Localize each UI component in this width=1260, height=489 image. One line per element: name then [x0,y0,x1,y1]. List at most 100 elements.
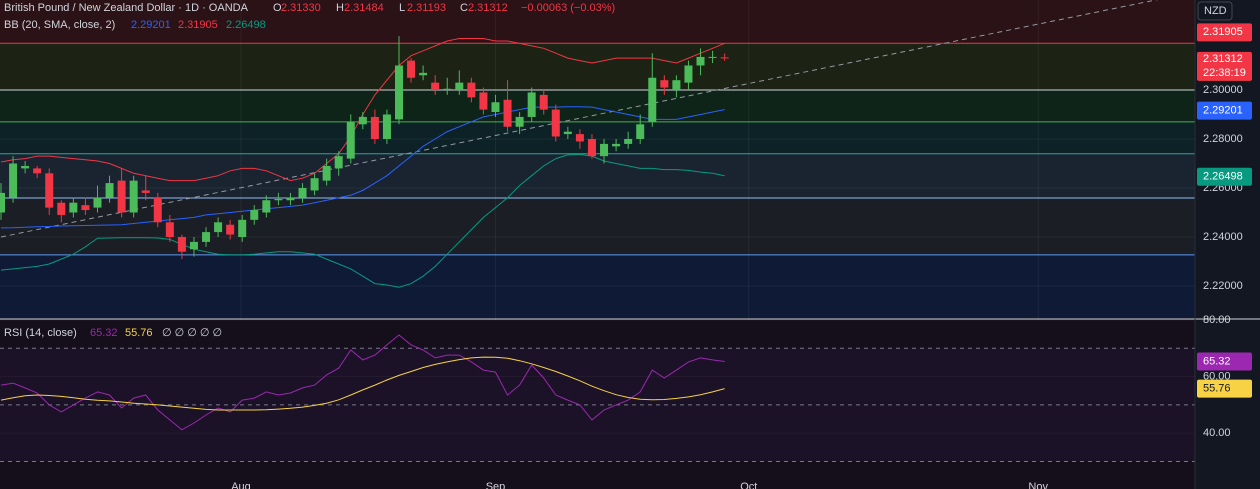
candle-body [298,187,307,198]
rsi-value-label-box [1197,379,1252,398]
candle-body [346,121,355,159]
candle-body [358,116,367,125]
candle-body [600,143,609,157]
middle-band-label-box [1197,101,1252,120]
y-tick-label: 2.28000 [1203,133,1243,145]
rsi-title: RSI (14, close) [4,327,77,339]
ohlc-value: 2.31330 [281,2,321,14]
candle-body [286,197,295,201]
candle-body [81,205,90,211]
candle-body [708,56,717,58]
candle-body [21,165,30,169]
zone [0,254,1195,318]
zone [0,198,1195,255]
candle-body [443,88,452,90]
candle-body [419,72,428,76]
candle-body [515,116,524,127]
candle-body [250,210,259,220]
zone [0,89,1195,122]
zone [0,121,1195,154]
rsi-value-label-box [1197,352,1252,371]
upper-band-label-box [1197,23,1252,42]
currency: NZD [1204,5,1227,17]
y-tick-label: 2.22000 [1203,280,1243,292]
candle-body [189,241,198,250]
rsi-line [0,334,725,431]
y-tick-label: 2.24000 [1203,231,1243,243]
candle-body [202,232,211,242]
zone [0,43,1195,90]
candle-body [672,80,681,90]
ohlc-key: H [336,2,344,14]
candle-body [636,124,645,139]
candle-body [407,60,416,78]
rsi-extra: ∅ ∅ ∅ ∅ ∅ [162,327,222,339]
candle-body [310,178,319,191]
candle-body [153,197,162,223]
lower-band-label-box [1197,167,1252,186]
candle-body [238,219,247,237]
candle-body [9,163,18,198]
zone [0,153,1195,199]
candle-body [57,202,66,215]
candle-body [274,199,283,201]
ohlc-value: 2.31312 [468,2,508,14]
candle-body [684,65,693,83]
x-tick-label: Sep [486,481,506,489]
rsi-line [0,356,725,411]
y-tick-label: 2.30000 [1203,84,1243,96]
symbol-title: British Pound / New Zealand Dollar · 1D … [4,2,249,14]
rsi-value: 55.76 [125,327,153,339]
ohlc-value: 2.31484 [344,2,384,14]
candle-body [648,77,657,122]
candle-body [612,143,621,147]
zone [0,0,1195,44]
candle-body [660,80,669,88]
candle-body [479,92,488,110]
candle-body [563,131,572,135]
last-price-box [1197,51,1252,81]
candle-body [539,94,548,110]
rsi-tick-label: 80.00 [1203,314,1231,326]
currency-box [1197,1,1233,21]
rsi-tick-label: 40.00 [1203,427,1231,439]
candle-body [467,82,476,98]
candle-body [395,65,403,120]
indicator-value: 2.26498 [226,19,266,31]
candle-body [93,197,102,208]
bollinger-line [0,106,725,229]
candle-body [214,222,223,233]
rsi-value-label: 65.32 [1203,355,1231,367]
candle-body [117,180,126,213]
candle-body [455,82,464,90]
candle-body [624,138,633,144]
ohlc-key: C [460,2,468,14]
candle-body [587,138,596,157]
upper-band-label: 2.31905 [1203,26,1243,38]
candle-body [322,165,331,181]
trend-line [0,0,1159,238]
rsi-value: 65.32 [90,327,118,339]
candle-body [696,56,705,66]
candle-body [262,200,271,213]
rsi-pane [0,319,1195,489]
candle-body [575,134,584,142]
candle-body [105,183,114,198]
candle-body [503,99,512,127]
candle-body [165,222,174,237]
candle-body [527,92,536,117]
candle-body [370,116,379,139]
rsi-value-label: 55.76 [1203,382,1231,394]
x-tick-label: Aug [231,481,251,489]
x-tick-label: Oct [740,481,757,489]
candle-body [226,224,235,235]
last-price: 2.31312 [1203,53,1243,65]
indicator-name: BB (20, SMA, close, 2) [4,19,115,31]
middle-band-label: 2.29201 [1203,104,1243,116]
ohlc-value: 2.31193 [407,2,446,14]
candle-body [551,109,560,137]
indicator-value: 2.29201 [131,19,171,31]
x-tick-label: Nov [1028,481,1048,489]
